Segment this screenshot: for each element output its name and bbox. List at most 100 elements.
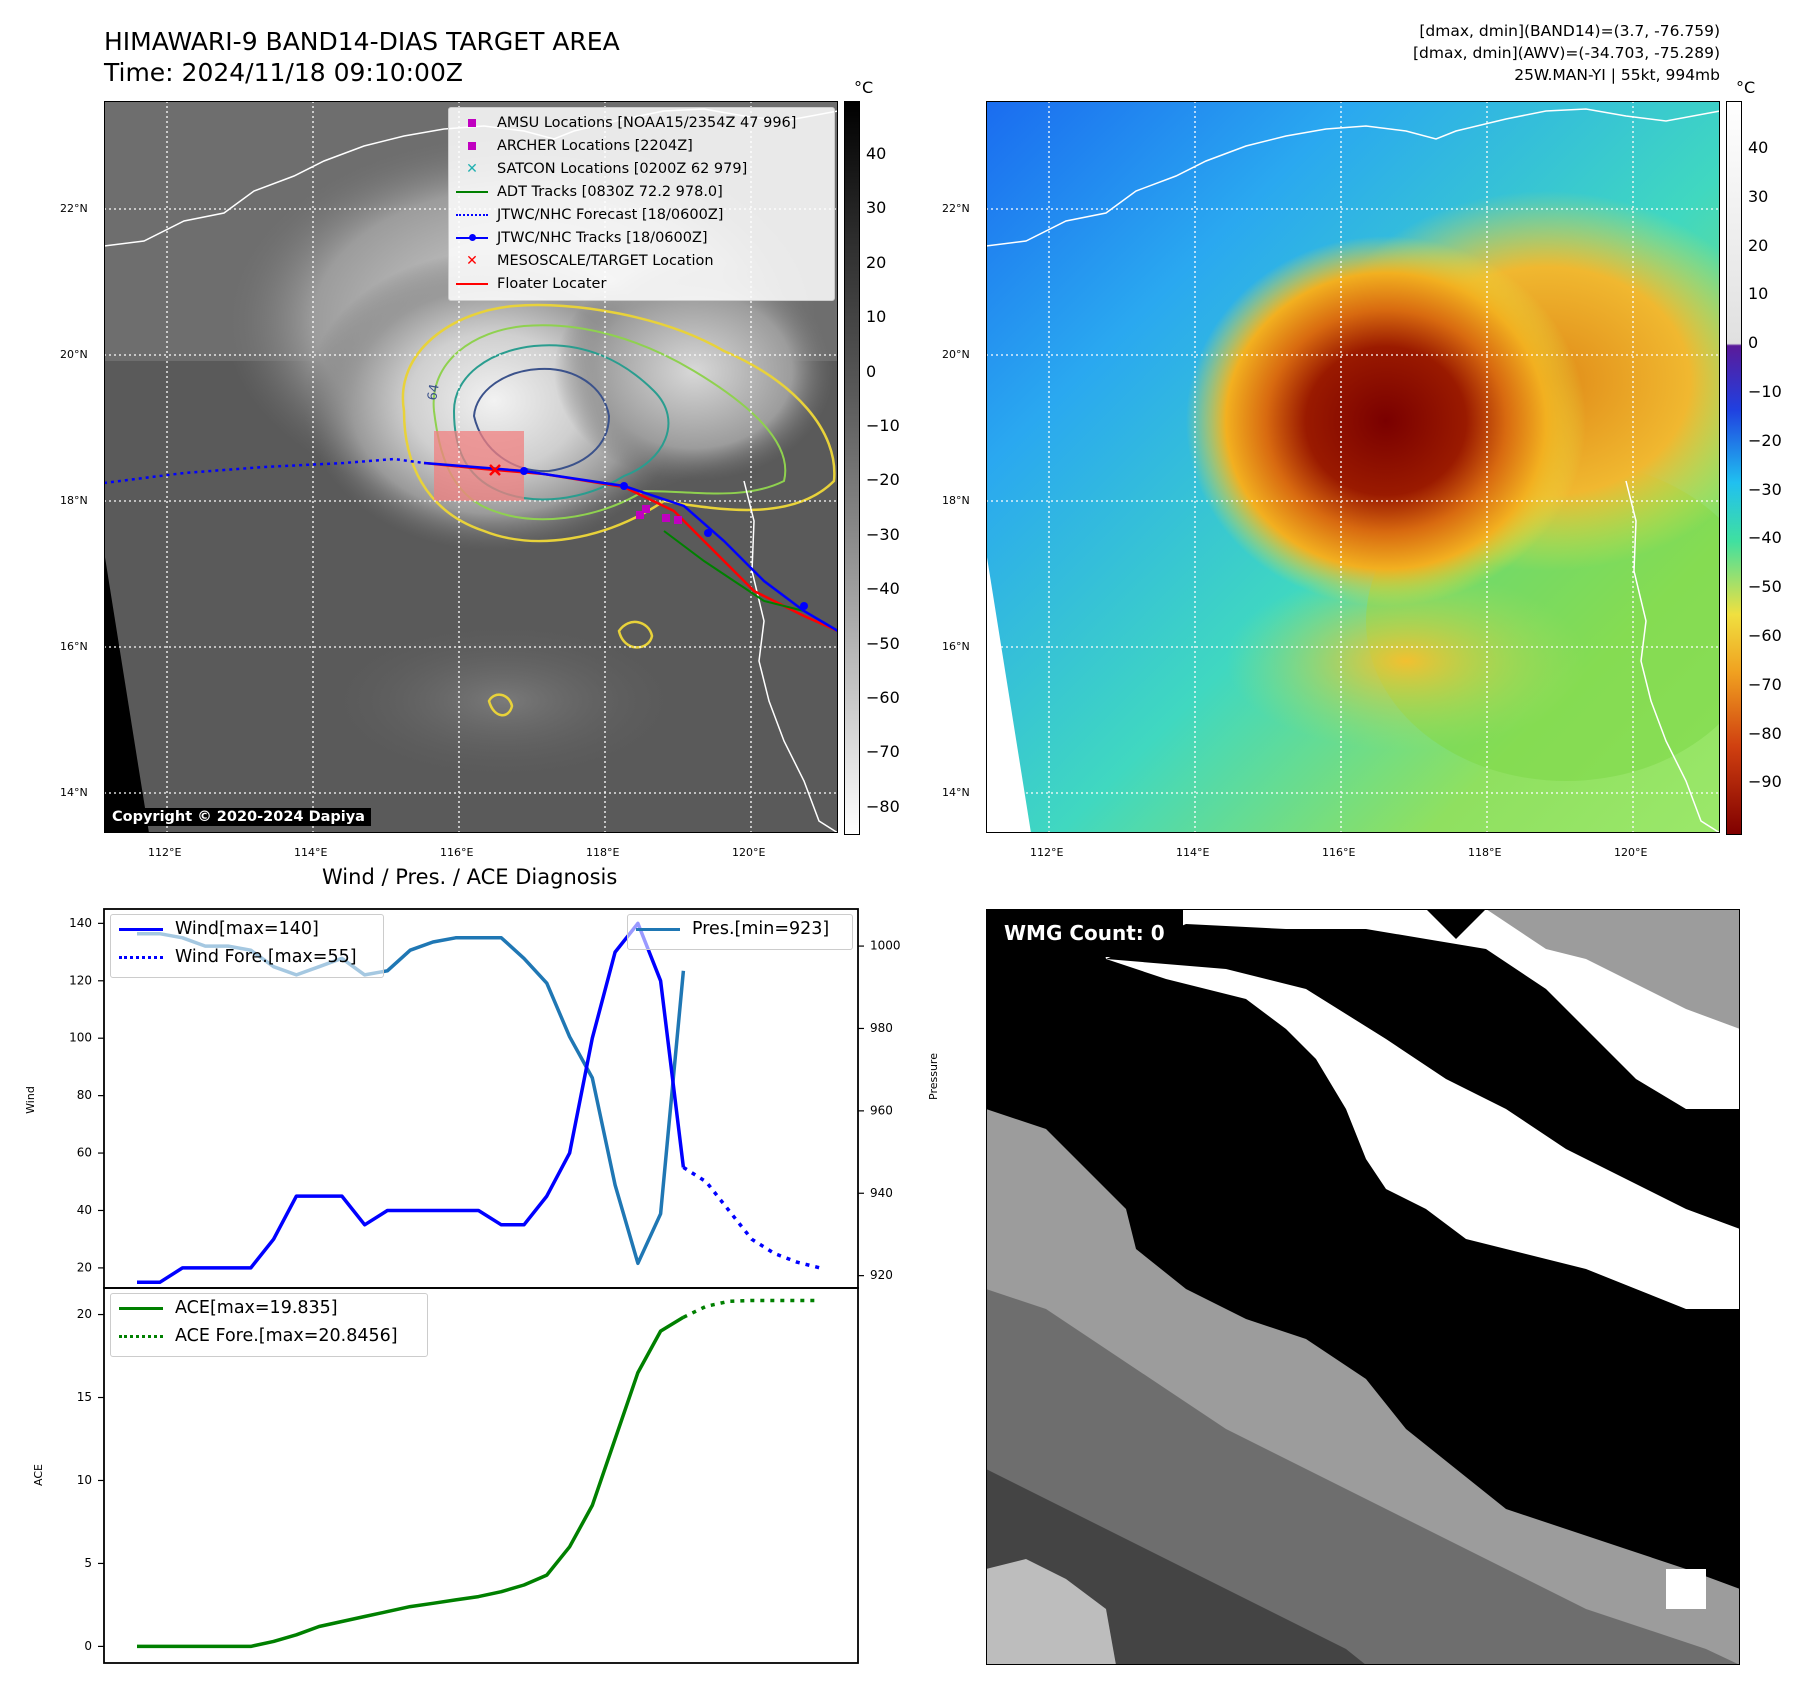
awv-south-cloud	[1226, 571, 1586, 751]
wind-tick-label: 140	[69, 916, 92, 930]
wmg-count-badge: WMG Count: 0	[986, 909, 1183, 957]
legend-pressure: Pres.[min=923]	[636, 919, 829, 939]
chart-lines	[137, 921, 821, 1649]
colorbar-tick: 30	[866, 198, 887, 218]
awv-core	[1186, 236, 1586, 606]
chart-ticks: 20 40 60 80 100 120 140 920 940 960 980 1000 0 5 10 15 2…	[69, 916, 900, 1653]
lat-label: 18°N	[60, 494, 88, 507]
colorbar-tick: 20	[1748, 235, 1769, 255]
legend-ace-label: ACE[max=19.835]	[175, 1298, 338, 1318]
target-location-marker	[489, 464, 501, 476]
legend-item: ARCHER Locations [2204Z]	[455, 135, 693, 157]
wind-tick-label: 120	[69, 973, 92, 987]
lat-label: 14°N	[60, 786, 88, 799]
legend-label: ADT Tracks [0830Z 72.2 978.0]	[497, 184, 723, 200]
legend-label: MESOSCALE/TARGET Location	[497, 253, 714, 269]
legend-label: Floater Locater	[497, 276, 607, 292]
lat-label: 16°N	[942, 640, 970, 653]
lon-label: 114°E	[294, 846, 328, 859]
ace-tick-label: 20	[77, 1307, 92, 1321]
legend-ace: ACE[max=19.835]	[119, 1298, 338, 1318]
colorbar-tick: −80	[866, 796, 900, 816]
wmg-frame	[986, 909, 1740, 1665]
colorbar-tick: −70	[866, 742, 900, 762]
lat-label: 22°N	[942, 202, 970, 215]
jtwc-track	[423, 461, 839, 633]
figure-time: Time: 2024/11/18 09:10:00Z	[104, 58, 463, 87]
pressure-tick-label: 940	[870, 1186, 893, 1200]
lat-label: 22°N	[60, 202, 88, 215]
wmg-image	[986, 909, 1740, 1665]
legend-swatch	[119, 955, 163, 959]
legend-marker: ✕	[466, 253, 478, 269]
contour-green	[432, 324, 787, 521]
legend-label: AMSU Locations [NOAA15/2354Z 47 996]	[497, 115, 797, 131]
awv-gridlines	[986, 101, 1720, 833]
colorbar-tick: 40	[1748, 138, 1769, 157]
ace-line	[137, 1315, 685, 1649]
stats-line-1: [dmax, dmin](BAND14)=(3.7, -76.759)	[1419, 22, 1720, 40]
lon-label: 114°E	[1176, 846, 1210, 859]
ir-map-panel: 64 AMSU Locations [NOAA15/2354Z 47 996] A…	[103, 101, 839, 834]
colorbar-tick: −20	[1748, 430, 1782, 450]
legend-swatch	[119, 927, 163, 931]
ir-colorbar	[844, 101, 860, 835]
ir-south-cloud	[304, 611, 704, 791]
legend-marker: ✕	[466, 161, 478, 177]
legend-item: JTWC/NHC Tracks [18/0600Z]	[455, 227, 708, 249]
legend-pressure-label: Pres.[min=923]	[692, 919, 830, 939]
legend-marker	[455, 276, 489, 292]
legend-wind: Wind[max=140]	[119, 919, 319, 939]
colorbar-tick: 20	[866, 252, 887, 272]
ir-colorbar-unit: °C	[854, 78, 874, 97]
legend-wind-fore: Wind Fore.[max=55]	[119, 947, 357, 967]
wmg-panel: WMG Count: 0	[986, 909, 1740, 1665]
colorbar-tick: −80	[1748, 723, 1782, 743]
legend-wind-label: Wind[max=140]	[175, 919, 319, 939]
legend-marker	[455, 184, 489, 200]
contour-label: 64	[425, 383, 443, 402]
legend-marker	[455, 230, 489, 246]
awv-map-panel	[986, 101, 1720, 833]
jtwc-track-points	[520, 467, 808, 610]
lat-label: 16°N	[60, 640, 88, 653]
legend-swatch	[119, 1334, 163, 1338]
ace-axis-label: ACE	[32, 1464, 45, 1486]
colorbar-tick: −30	[866, 524, 900, 544]
stats-line-2: [dmax, dmin](AWV)=(-34.703, -75.289)	[1413, 44, 1720, 62]
legend-item: AMSU Locations [NOAA15/2354Z 47 996]	[455, 112, 796, 134]
wmg-gray-ne	[1486, 909, 1740, 1029]
legend-swatch	[636, 927, 680, 931]
legend-item: JTWC/NHC Forecast [18/0600Z]	[455, 204, 723, 226]
legend-label: JTWC/NHC Tracks [18/0600Z]	[497, 230, 708, 246]
wmg-white-cell	[1666, 1569, 1706, 1609]
legend-item: Floater Locater	[455, 273, 606, 295]
legend-item: ✕ SATCON Locations [0200Z 62 979]	[455, 158, 747, 180]
wmg-white-top	[1096, 909, 1740, 1109]
lat-label: 20°N	[942, 348, 970, 361]
legend-label: ARCHER Locations [2204Z]	[497, 138, 693, 154]
lat-label: 14°N	[942, 786, 970, 799]
colorbar-tick: −10	[1748, 382, 1782, 401]
wind-tick-label: 80	[77, 1088, 92, 1102]
colorbar-tick: −90	[1748, 772, 1782, 792]
amsu-archer-markers	[636, 505, 682, 524]
colorbar-tick: −50	[1748, 577, 1782, 597]
colorbar-tick: −20	[866, 470, 900, 490]
wmg-light-corner	[986, 1559, 1116, 1665]
legend-marker	[455, 138, 489, 154]
pressure-tick-label: 960	[870, 1103, 893, 1117]
jtwc-forecast-track	[103, 457, 425, 485]
lon-label: 112°E	[148, 846, 182, 859]
awv-colorbar	[1726, 101, 1742, 835]
wind-axis-label: Wind	[24, 1086, 37, 1114]
legend-label: JTWC/NHC Forecast [18/0600Z]	[497, 207, 724, 223]
pressure-line	[137, 931, 686, 1266]
awv-map-frame	[986, 101, 1720, 833]
ir-map-frame	[104, 101, 838, 833]
ace-legend: ACE[max=19.835] ACE Fore.[max=20.8456]	[110, 1293, 428, 1357]
lon-label: 118°E	[586, 846, 620, 859]
pressure-tick-label: 920	[870, 1268, 893, 1282]
lon-label: 120°E	[732, 846, 766, 859]
lat-label: 20°N	[60, 348, 88, 361]
